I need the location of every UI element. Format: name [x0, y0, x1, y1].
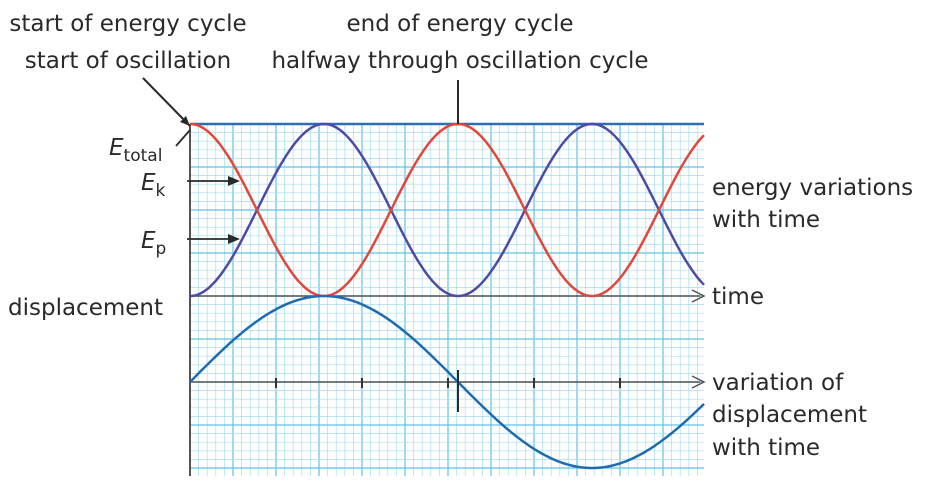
start-oscillation-label: start of oscillation — [25, 48, 231, 74]
energy-time-axis-arrow — [691, 289, 706, 303]
displacement-variation-label-line1: variation of — [712, 370, 844, 396]
energy-variations-label-line1: energy variations — [712, 175, 913, 201]
start-pointer-line — [142, 77, 191, 127]
total-energy-pointer — [175, 129, 191, 147]
total-energy-label: Etotal — [109, 135, 162, 166]
start-energy-cycle-label: start of energy cycle — [9, 11, 246, 37]
displacement-curve — [189, 294, 705, 470]
start-pointer-arrowhead — [180, 116, 190, 126]
graph-paper-grid — [189, 123, 704, 476]
displacement-label: displacement — [8, 295, 163, 321]
kinetic-pointer-arrowhead — [228, 176, 240, 186]
energy-variations-label-line2: with time — [712, 207, 820, 233]
halfway-oscillation-label: halfway through oscillation cycle — [271, 48, 648, 74]
potential-energy-label: Ep — [141, 228, 166, 259]
kinetic-energy-label: Ek — [141, 170, 166, 201]
potential-energy-curve — [189, 122, 705, 298]
kinetic-energy-curve — [189, 122, 705, 298]
displacement-time-axis-arrow — [691, 375, 706, 389]
displacement-variation-label-line2: displacement — [712, 402, 867, 428]
displacement-variation-label-line3: with time — [712, 435, 820, 461]
displacement-axis-ticks — [275, 378, 621, 388]
potential-pointer-arrowhead — [228, 234, 240, 244]
time-label: time — [712, 284, 764, 310]
end-energy-cycle-label: end of energy cycle — [346, 11, 573, 37]
